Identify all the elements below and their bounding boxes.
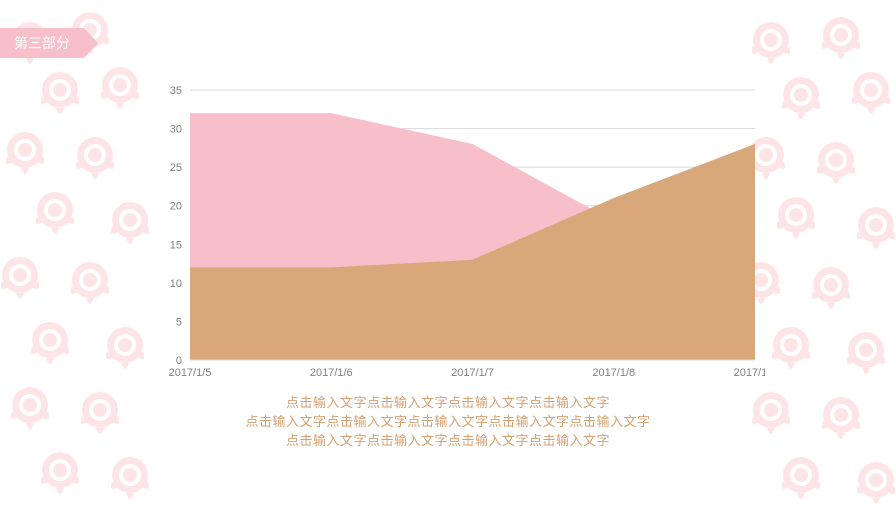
svg-text:30: 30 (170, 124, 182, 136)
svg-text:35: 35 (170, 85, 182, 97)
caption-line-2: 点击输入文字点击输入文字点击输入文字点击输入文字点击输入文字 (0, 413, 896, 432)
caption-line-1: 点击输入文字点击输入文字点击输入文字点击输入文字 (0, 394, 896, 413)
svg-text:0: 0 (176, 355, 182, 367)
svg-text:15: 15 (170, 239, 182, 251)
svg-text:10: 10 (170, 278, 182, 290)
ribbon-arrow-icon (84, 28, 98, 58)
svg-text:25: 25 (170, 162, 182, 174)
chart-svg: 0 5 10 15 20 25 30 35 2017/1/5 2017/1/6 2017/1/7 20… (155, 80, 765, 380)
svg-text:2017/1/8: 2017/1/8 (592, 367, 635, 379)
svg-text:2017/1/5: 2017/1/5 (169, 367, 212, 379)
section-ribbon: 第三部分 (0, 28, 98, 58)
caption-block: 点击输入文字点击输入文字点击输入文字点击输入文字 点击输入文字点击输入文字点击输… (0, 394, 896, 451)
svg-text:5: 5 (176, 316, 182, 328)
svg-text:2017/1/7: 2017/1/7 (451, 367, 494, 379)
svg-text:2017/1/9: 2017/1/9 (734, 367, 765, 379)
caption-line-3: 点击输入文字点击输入文字点击输入文字点击输入文字 (0, 432, 896, 451)
svg-text:20: 20 (170, 201, 182, 213)
area-chart: 0 5 10 15 20 25 30 35 2017/1/5 2017/1/6 2017/1/7 20… (155, 80, 765, 380)
svg-text:2017/1/6: 2017/1/6 (310, 367, 353, 379)
section-label: 第三部分 (0, 28, 84, 58)
